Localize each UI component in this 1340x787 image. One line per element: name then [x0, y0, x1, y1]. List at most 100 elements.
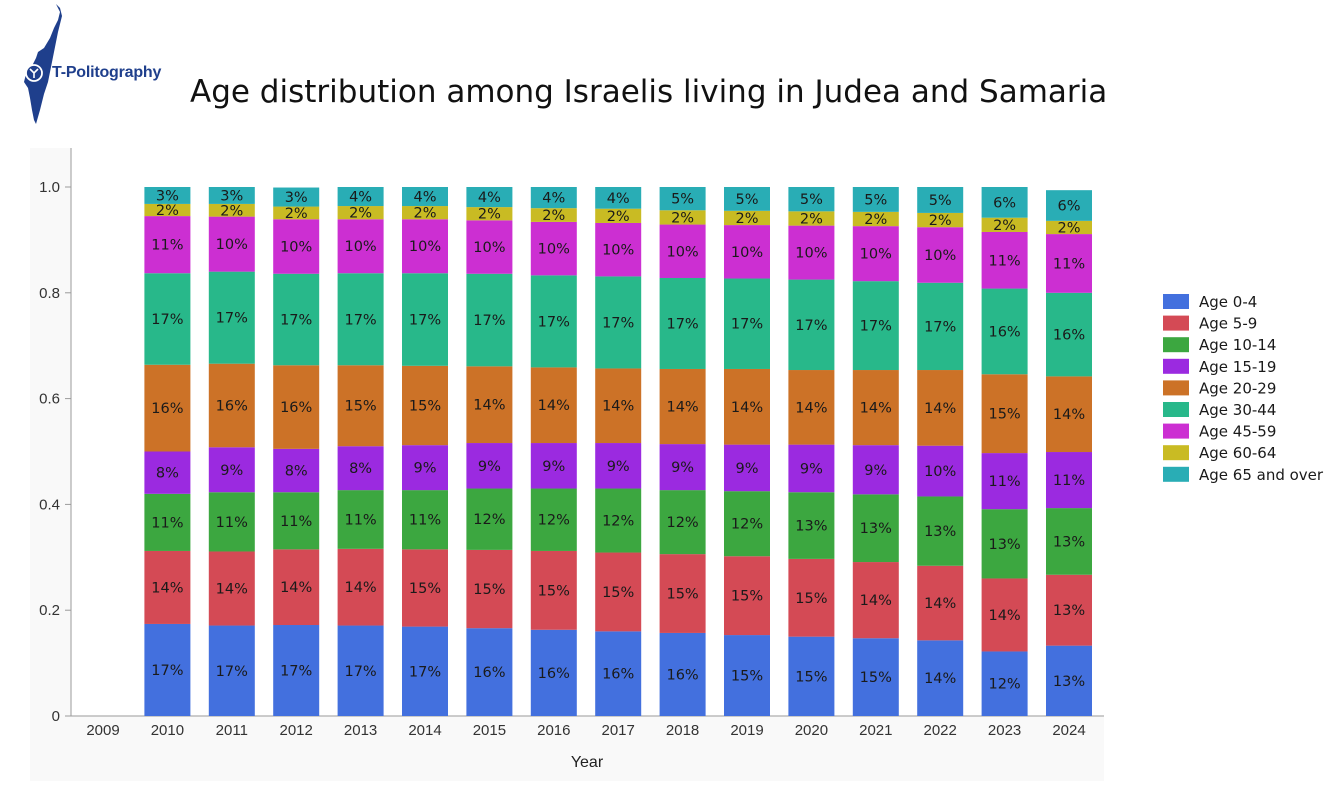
bar-segment: [981, 374, 1028, 454]
data-label: 14%: [860, 593, 892, 609]
bar-segment: [659, 490, 706, 555]
legend-swatch: [1163, 358, 1189, 374]
bar-segment: [208, 551, 255, 626]
data-label: 10%: [731, 245, 763, 261]
data-label: 2%: [929, 213, 952, 229]
data-label: 11%: [344, 512, 376, 528]
data-label: 10%: [280, 240, 312, 256]
legend-swatch: [1163, 402, 1189, 417]
data-label: 11%: [1053, 473, 1085, 489]
x-tick-label: 2019: [730, 722, 763, 739]
x-tick-label: 2017: [602, 722, 635, 739]
bar-segment: [530, 187, 577, 209]
data-label: 17%: [924, 319, 956, 335]
data-label: 6%: [1057, 199, 1080, 215]
x-axis-title: Year: [571, 754, 604, 771]
bar-segment: [788, 370, 835, 445]
x-tick-label: 2012: [280, 722, 313, 739]
bar-segment: [852, 445, 899, 495]
bar-segment: [724, 444, 770, 492]
israel-map-icon: [24, 4, 62, 124]
data-label: 9%: [220, 463, 243, 479]
bar-segment: [273, 448, 320, 493]
legend: Age 0-4 Age 5-9 Age 10-14 Age 15-19 Age 20-2…: [1163, 293, 1324, 484]
data-label: 16%: [666, 667, 698, 683]
bar-segment: [144, 273, 191, 365]
data-label: 14%: [731, 400, 763, 416]
bar-segment: [659, 368, 706, 445]
bar-segment: [595, 368, 642, 444]
legend-label: Age 15-19: [1199, 358, 1276, 376]
data-label: 17%: [666, 316, 698, 332]
data-label: 17%: [216, 664, 248, 680]
data-label: 6%: [993, 195, 1016, 211]
bar-segment: [337, 625, 384, 716]
legend-label: Age 30-44: [1199, 401, 1276, 419]
data-label: 12%: [538, 513, 570, 529]
bar-segment: [273, 206, 320, 220]
data-label: 16%: [216, 398, 248, 414]
bar-segment: [402, 626, 448, 716]
bar-segment: [981, 231, 1028, 289]
data-label: 2%: [993, 218, 1016, 234]
data-label: 10%: [924, 464, 956, 480]
data-label: 14%: [473, 398, 505, 414]
data-label: 2%: [156, 203, 179, 219]
data-label: 10%: [216, 237, 248, 253]
bar-segment: [917, 445, 964, 497]
data-label: 15%: [795, 669, 827, 685]
data-label: 15%: [731, 589, 763, 605]
data-label: 5%: [929, 193, 952, 209]
data-label: 14%: [924, 596, 956, 612]
bar-segment: [724, 187, 770, 211]
bar-segment: [337, 219, 384, 274]
legend-swatch: [1163, 337, 1189, 353]
bar-segment: [1046, 645, 1092, 716]
bar-segment: [208, 363, 255, 448]
data-label: 13%: [1053, 534, 1085, 550]
bar-segment: [595, 552, 642, 632]
data-label: 15%: [602, 585, 634, 601]
data-label: 14%: [924, 401, 956, 417]
data-label: 2%: [349, 206, 372, 222]
bar-segment: [208, 625, 255, 716]
bar-segment: [530, 208, 577, 222]
data-label: 11%: [151, 515, 183, 531]
legend-swatch: [1163, 445, 1189, 461]
data-label: 9%: [864, 463, 887, 479]
legend-swatch: [1163, 294, 1189, 309]
bar-segment: [659, 554, 706, 633]
bar-segment: [852, 494, 899, 563]
data-label: 14%: [924, 671, 956, 687]
bar-segment: [724, 368, 770, 445]
data-label: 16%: [280, 400, 312, 416]
data-label: 17%: [280, 313, 312, 329]
data-label: 2%: [542, 208, 565, 224]
bar-segment: [659, 277, 706, 369]
bar-segment: [530, 488, 577, 551]
data-label: 12%: [473, 512, 505, 528]
bar-segment: [788, 279, 835, 371]
data-label: 11%: [280, 514, 312, 530]
data-label: 4%: [349, 190, 372, 206]
data-label: 10%: [795, 246, 827, 262]
data-label: 5%: [800, 192, 823, 208]
bar-segment: [144, 187, 191, 204]
legend-label: Age 20-29: [1199, 379, 1276, 397]
x-tick-label: 2009: [86, 722, 119, 739]
bar-segment: [337, 187, 384, 207]
data-label: 2%: [607, 209, 630, 225]
data-label: 17%: [473, 313, 505, 329]
data-label: 17%: [538, 314, 570, 330]
bar-segment: [402, 365, 448, 446]
data-label: 3%: [285, 190, 308, 206]
data-label: 15%: [409, 581, 441, 597]
bar-segment: [917, 187, 964, 213]
bar-segment: [917, 640, 964, 716]
data-label: 2%: [800, 211, 823, 227]
bar-segment: [724, 278, 770, 369]
bar-segment: [595, 443, 642, 489]
data-label: 8%: [349, 461, 372, 477]
data-label: 4%: [413, 190, 436, 206]
legend-label: Age 45-59: [1199, 423, 1276, 441]
